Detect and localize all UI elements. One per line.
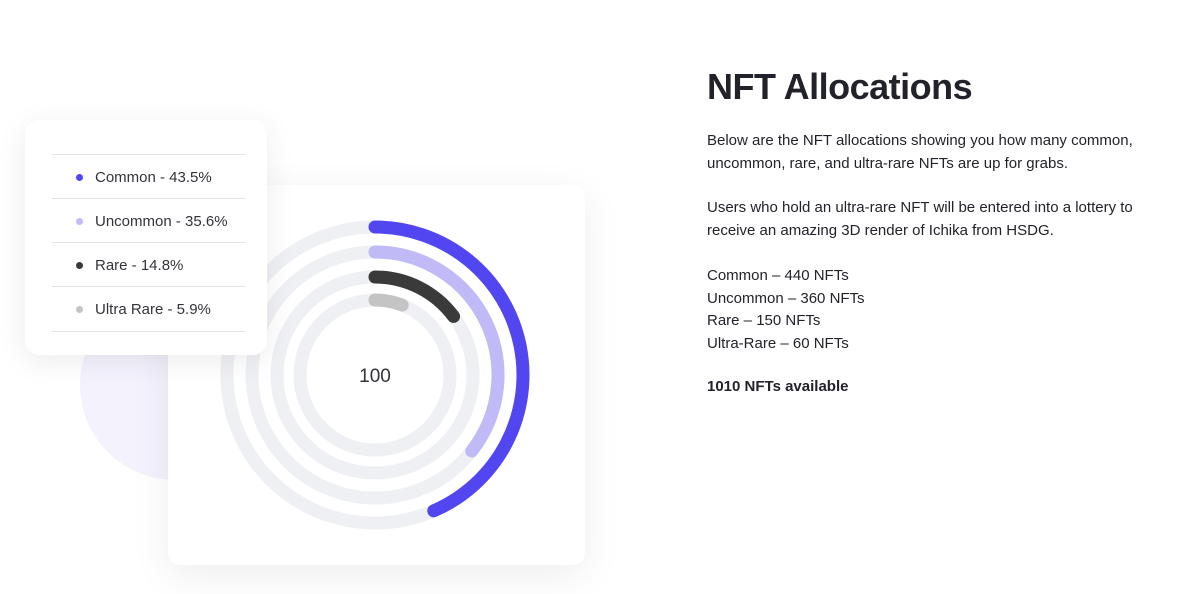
legend-label: Common - 43.5%	[95, 168, 212, 186]
text-line: Ultra-Rare – 60 NFTs	[707, 334, 849, 352]
ring-arc	[368, 270, 461, 323]
text-line: Below are the NFT allocations showing yo…	[707, 132, 1133, 149]
text-column: NFT Allocations Below are the NFT alloca…	[707, 66, 1197, 395]
paragraph: Below are the NFT allocations showing yo…	[707, 130, 1197, 175]
text-line: Uncommon – 360 NFTs	[707, 289, 865, 307]
legend-label: Ultra Rare - 5.9%	[95, 300, 211, 318]
ring-arc	[368, 293, 409, 312]
radial-chart: 100	[220, 220, 530, 530]
legend-dot	[76, 217, 83, 225]
legend-label: Uncommon - 35.6%	[95, 212, 228, 230]
legend-row: Ultra Rare - 5.9%	[52, 286, 245, 332]
text-line: uncommon, rare, and ultra-rare NFTs are …	[707, 154, 1068, 172]
legend-label: Rare - 14.8%	[95, 256, 184, 274]
text-line: Rare – 150 NFTs	[707, 312, 821, 330]
legend-row: Rare - 14.8%	[52, 242, 245, 287]
legend-row: Uncommon - 35.6%	[52, 198, 245, 243]
paragraph: Users who hold an ultra-rare NFT will be…	[707, 197, 1197, 242]
text-line: Users who hold an ultra-rare NFT will be…	[707, 199, 1133, 217]
text-line: receive an amazing 3D render of Ichika f…	[707, 222, 1054, 240]
center-label: 100	[359, 366, 391, 387]
legend-dot	[76, 173, 83, 181]
paragraph: Common – 440 NFTs Uncommon – 360 NFTs Rare…	[707, 265, 1197, 356]
legend-row: Common - 43.5%	[52, 154, 245, 199]
title: NFT Allocations	[707, 66, 973, 107]
legend-dot	[76, 261, 83, 269]
ring-arc	[368, 245, 505, 458]
footer-note: 1010 NFTs available	[707, 377, 849, 395]
ring-arc	[368, 220, 530, 518]
text-line: Common – 440 NFTs	[707, 266, 849, 284]
legend: Common - 43.5% Uncommon - 35.6% Rare - 14.…	[25, 120, 267, 355]
legend-dot	[76, 305, 83, 313]
